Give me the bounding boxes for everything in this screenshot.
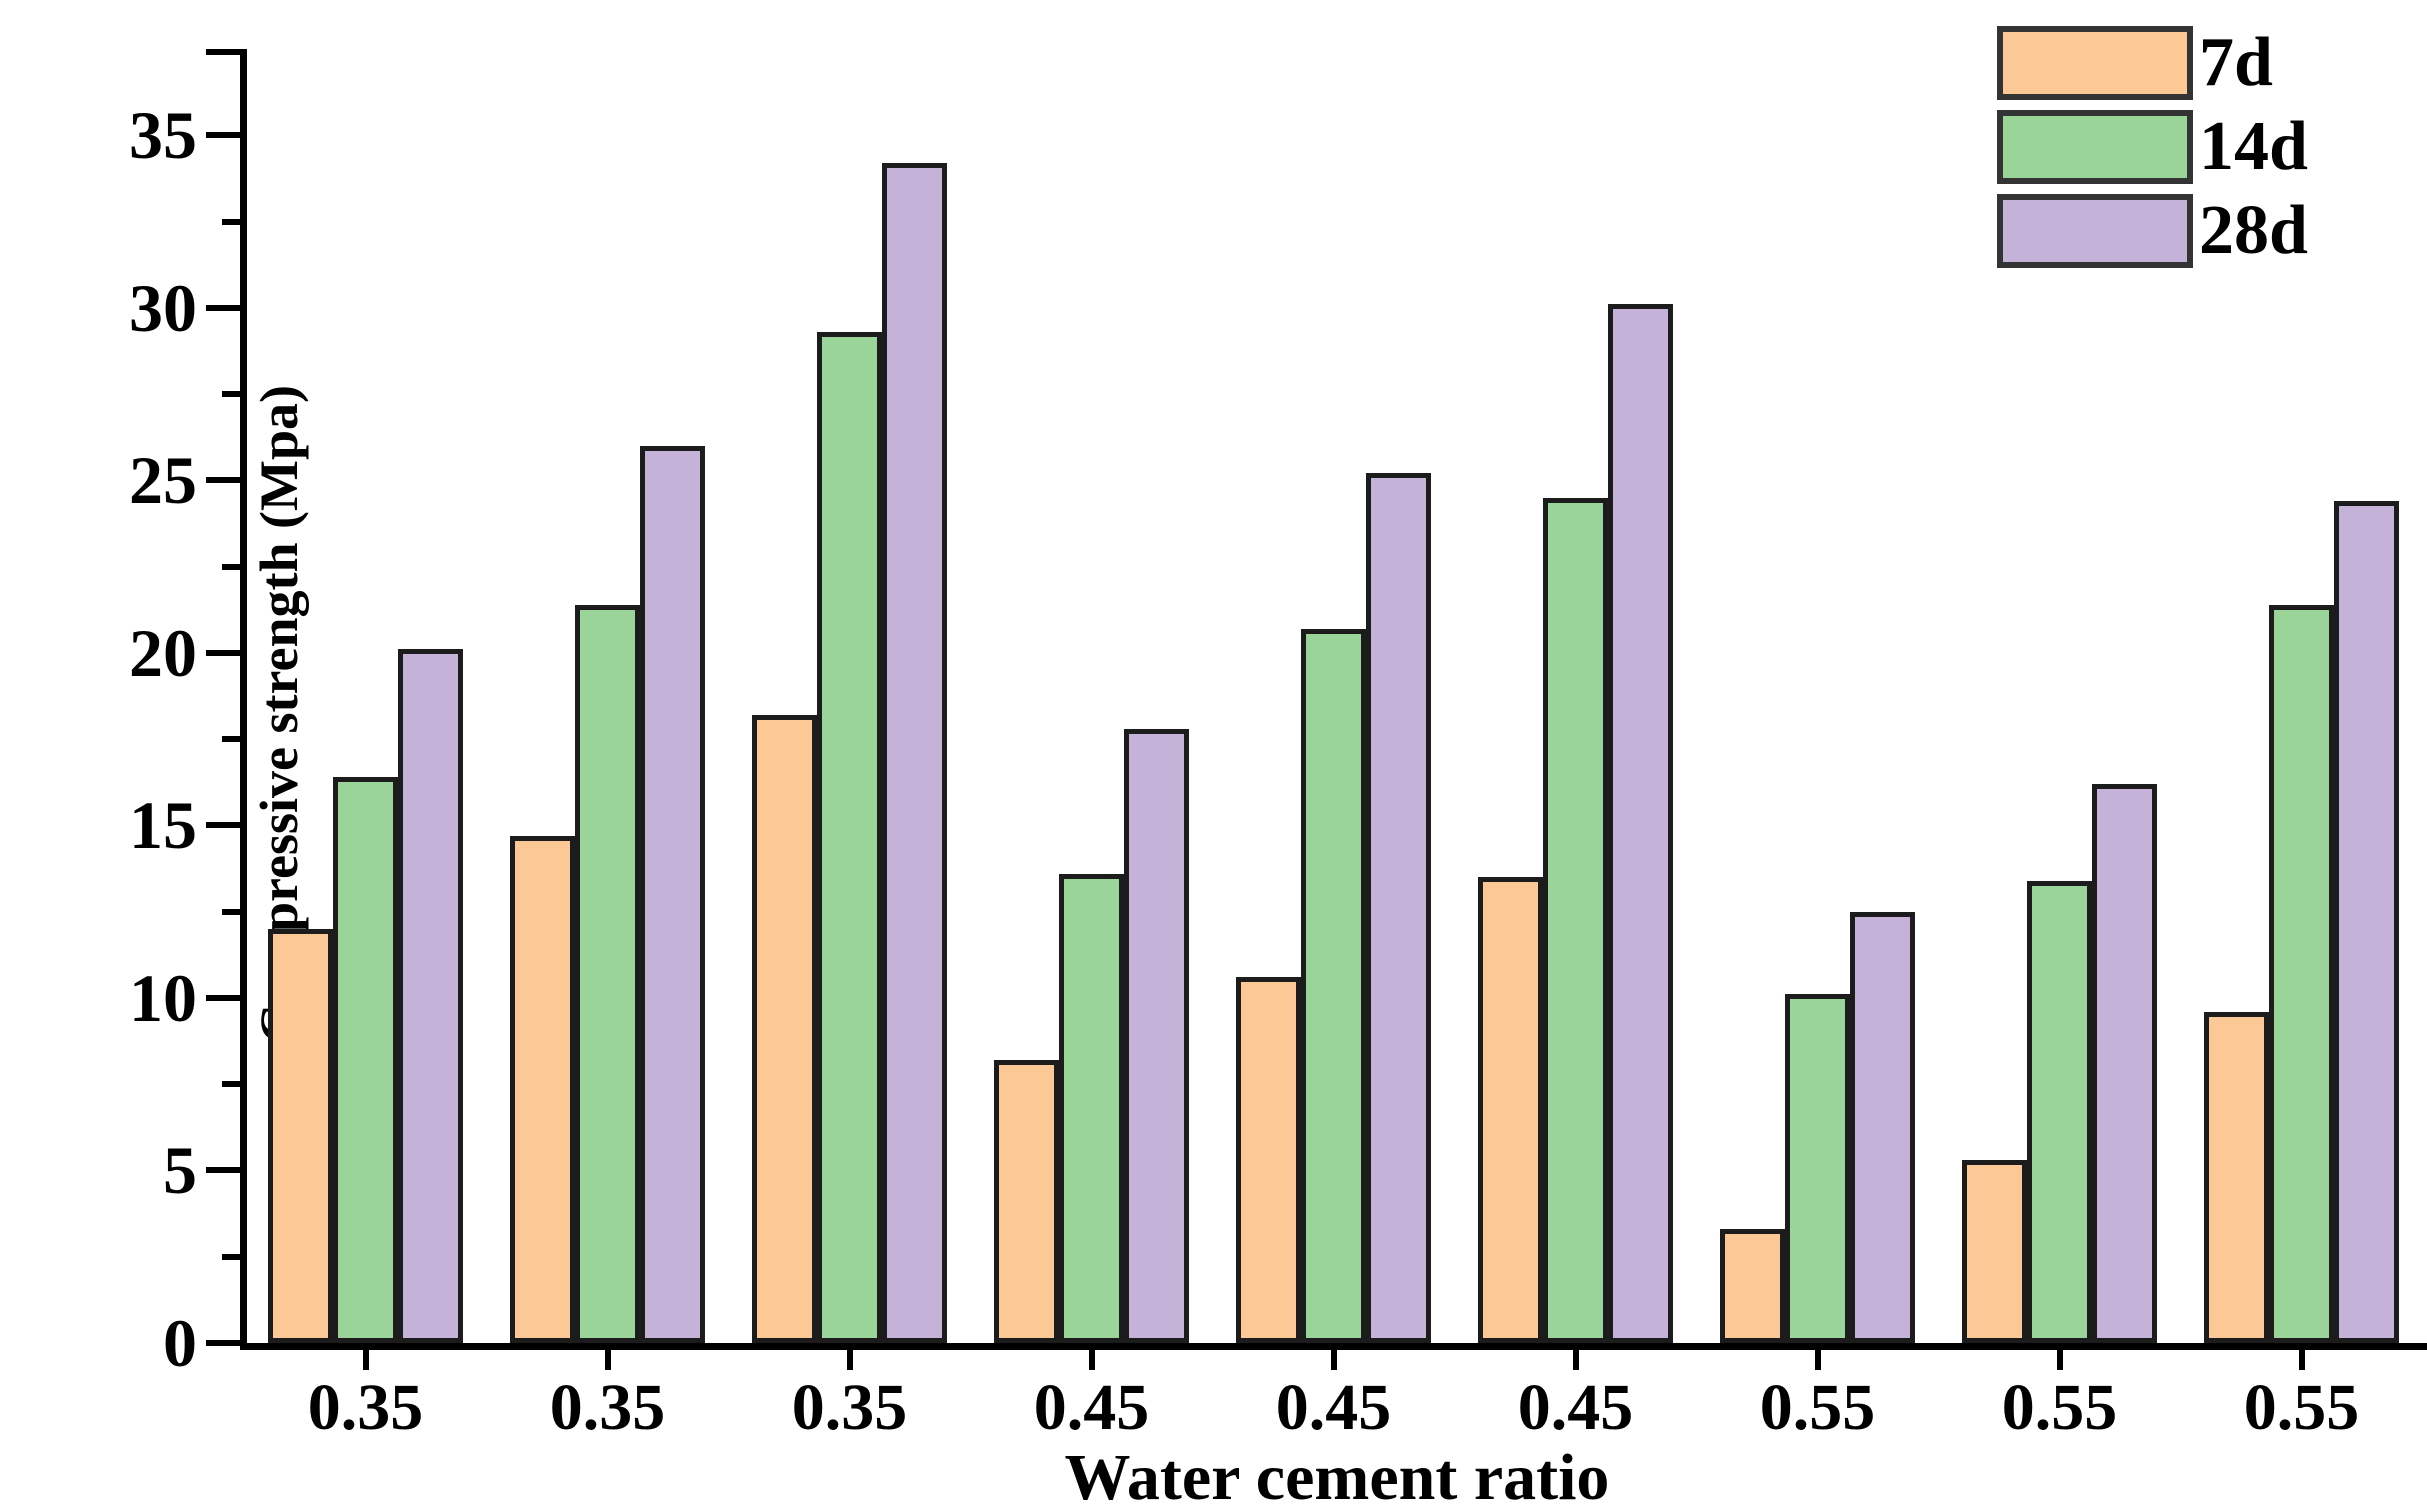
bar-14d-group7 bbox=[1785, 994, 1850, 1343]
y-axis-major-tick bbox=[206, 477, 240, 484]
y-axis-minor-tick bbox=[222, 563, 240, 570]
bar-7d-group8 bbox=[1962, 1160, 2027, 1343]
x-axis-tick bbox=[1330, 1350, 1337, 1370]
bar-28d-group7 bbox=[1850, 912, 1915, 1343]
x-axis-tick-label: 0.45 bbox=[1517, 1371, 1634, 1444]
x-axis-tick-label: 0.35 bbox=[549, 1371, 666, 1444]
legend-label: 28d bbox=[2199, 192, 2308, 269]
x-axis-title: Water cement ratio bbox=[1064, 1441, 1610, 1511]
x-axis-tick bbox=[846, 1350, 853, 1370]
y-axis-tick-label: 35 bbox=[129, 97, 197, 174]
bar-7d-group5 bbox=[1236, 977, 1301, 1343]
x-axis-tick bbox=[362, 1350, 369, 1370]
y-axis-major-tick bbox=[206, 304, 240, 311]
bar-28d-group8 bbox=[2092, 784, 2157, 1343]
y-axis-end-tick bbox=[206, 49, 240, 55]
bar-14d-group6 bbox=[1543, 498, 1608, 1343]
bar-14d-group5 bbox=[1301, 629, 1366, 1343]
bar-7d-group3 bbox=[752, 715, 817, 1343]
legend-swatch-7d bbox=[1997, 26, 2193, 100]
bar-7d-group6 bbox=[1478, 877, 1543, 1343]
x-axis-tick bbox=[1088, 1350, 1095, 1370]
bar-14d-group3 bbox=[817, 332, 882, 1343]
y-axis-tick-label: 10 bbox=[129, 959, 197, 1036]
y-axis-major-tick bbox=[206, 1340, 240, 1346]
legend-swatch-28d bbox=[1997, 194, 2193, 268]
y-axis-minor-tick bbox=[222, 1081, 240, 1088]
y-axis-minor-tick bbox=[222, 218, 240, 225]
bar-7d-group9 bbox=[2204, 1012, 2269, 1343]
y-axis-tick-label: 20 bbox=[129, 614, 197, 691]
x-axis-tick bbox=[2056, 1350, 2063, 1370]
legend-label: 7d bbox=[2199, 24, 2273, 101]
x-axis-tick-label: 0.55 bbox=[2243, 1371, 2360, 1444]
bar-14d-group8 bbox=[2027, 881, 2092, 1343]
x-axis-tick bbox=[1814, 1350, 1821, 1370]
y-axis-major-tick bbox=[206, 132, 240, 139]
x-axis-tick-label: 0.55 bbox=[2001, 1371, 2118, 1444]
bar-28d-group4 bbox=[1124, 729, 1189, 1343]
y-axis-minor-tick bbox=[222, 908, 240, 915]
y-axis-major-tick bbox=[206, 1167, 240, 1174]
y-axis-tick-label: 15 bbox=[129, 787, 197, 864]
bar-7d-group2 bbox=[510, 836, 575, 1343]
bar-28d-group3 bbox=[882, 163, 947, 1343]
x-axis-tick-label: 0.35 bbox=[307, 1371, 424, 1444]
y-axis-minor-tick bbox=[222, 736, 240, 743]
bar-28d-group9 bbox=[2334, 501, 2399, 1343]
bar-28d-group6 bbox=[1608, 304, 1673, 1343]
legend-item-7d: 7d bbox=[1997, 26, 2308, 100]
x-axis-tick bbox=[1572, 1350, 1579, 1370]
x-axis-tick-label: 0.35 bbox=[791, 1371, 908, 1444]
y-axis-major-tick bbox=[206, 649, 240, 656]
legend-item-28d: 28d bbox=[1997, 194, 2308, 268]
y-axis-major-tick bbox=[206, 994, 240, 1001]
bar-14d-group2 bbox=[575, 605, 640, 1343]
x-axis-tick-label: 0.45 bbox=[1275, 1371, 1392, 1444]
bar-7d-group4 bbox=[994, 1060, 1059, 1343]
legend: 7d 14d 28d bbox=[1997, 26, 2308, 278]
bar-7d-group1 bbox=[268, 929, 333, 1343]
bar-14d-group1 bbox=[333, 777, 398, 1343]
bar-28d-group2 bbox=[640, 446, 705, 1343]
y-axis-tick-label: 30 bbox=[129, 269, 197, 346]
bar-14d-group4 bbox=[1059, 874, 1124, 1343]
y-axis-minor-tick bbox=[222, 1253, 240, 1260]
x-axis-tick bbox=[604, 1350, 611, 1370]
bar-28d-group1 bbox=[398, 649, 463, 1343]
plot-area: Compressive strength (Mpa) Water cement … bbox=[129, 49, 2427, 1511]
x-axis-tick-label: 0.55 bbox=[1759, 1371, 1876, 1444]
y-axis-tick-label: 5 bbox=[163, 1132, 197, 1209]
legend-item-14d: 14d bbox=[1997, 110, 2308, 184]
y-axis-minor-tick bbox=[222, 391, 240, 398]
x-axis-tick bbox=[2298, 1350, 2305, 1370]
legend-swatch-14d bbox=[1997, 110, 2193, 184]
legend-label: 14d bbox=[2199, 108, 2308, 185]
x-axis-tick-label: 0.45 bbox=[1033, 1371, 1150, 1444]
bar-14d-group9 bbox=[2269, 605, 2334, 1343]
y-axis-tick-label: 0 bbox=[163, 1305, 197, 1381]
y-axis-tick-label: 25 bbox=[129, 442, 197, 519]
bar-28d-group5 bbox=[1366, 473, 1431, 1343]
bar-7d-group7 bbox=[1720, 1229, 1785, 1343]
y-axis-major-tick bbox=[206, 822, 240, 829]
